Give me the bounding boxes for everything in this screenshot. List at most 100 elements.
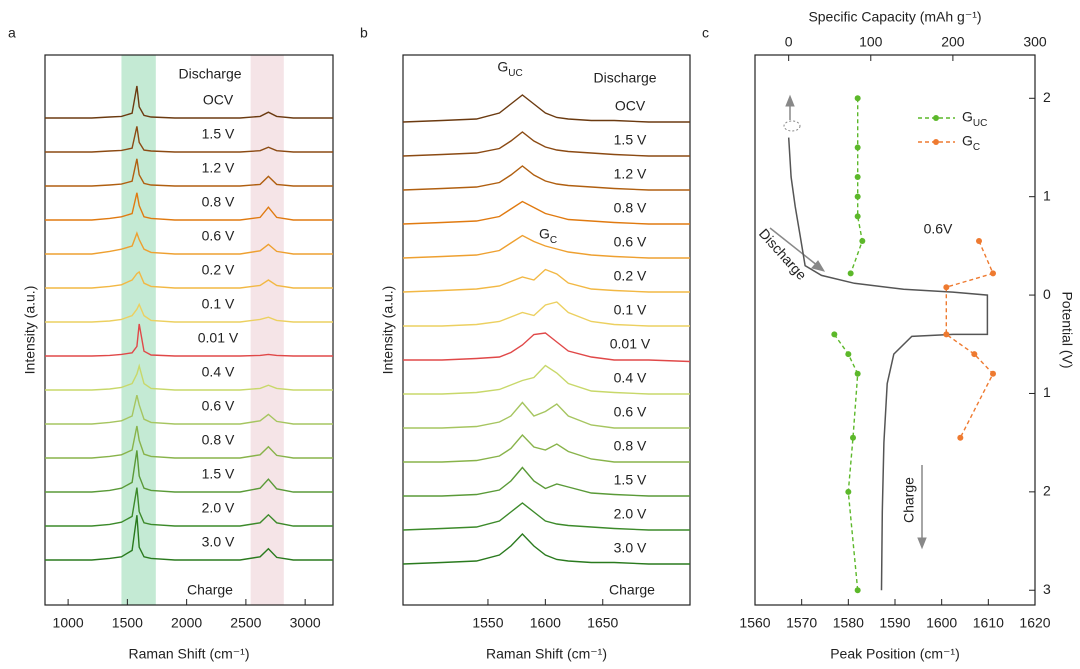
series-label: 3.0 V — [202, 534, 235, 550]
subscript: C — [550, 235, 557, 246]
spectrum — [45, 487, 333, 527]
capacity-curve — [787, 137, 989, 591]
series-label: 2.0 V — [202, 500, 235, 516]
legend-marker — [933, 115, 939, 121]
series-label: 0.1 V — [202, 296, 235, 312]
series-label: 0.4 V — [614, 370, 647, 386]
series-label: 1.2 V — [202, 160, 235, 176]
series-label: OCV — [615, 98, 646, 114]
series-label: 0.8 V — [202, 432, 235, 448]
x-tick-label: 1610 — [973, 615, 1004, 631]
spectrum — [403, 364, 690, 395]
annotation: Charge — [901, 477, 917, 523]
x2-tick-label: 0 — [785, 34, 793, 50]
arrowhead — [917, 537, 927, 550]
annotation: GUC — [497, 59, 522, 79]
series-label: 1.5 V — [202, 126, 235, 142]
series-line — [833, 98, 864, 591]
legend-label: GUC — [962, 109, 987, 129]
series-label: 0.6 V — [614, 404, 647, 420]
data-point — [859, 237, 866, 244]
spectrum — [45, 395, 333, 425]
data-point — [990, 370, 996, 377]
data-point — [971, 351, 978, 358]
spectrum — [402, 502, 690, 531]
data-point — [854, 213, 861, 220]
series-line — [945, 240, 994, 439]
data-point — [850, 434, 856, 441]
annotation: 0.6V — [924, 221, 953, 237]
data-point — [976, 237, 982, 244]
spectrum — [45, 85, 333, 119]
data-point — [854, 193, 861, 200]
annotation: Charge — [187, 582, 233, 598]
spectrum — [45, 302, 333, 323]
series-label: 0.6 V — [202, 228, 235, 244]
subscript: UC — [508, 68, 522, 79]
series-label: 0.1 V — [614, 302, 647, 318]
x-tick-label: 1590 — [879, 615, 910, 631]
annotation: Discharge — [593, 70, 656, 86]
x-tick-label: 2500 — [230, 615, 261, 631]
plot-frame — [754, 54, 1036, 606]
x2-tick-label: 300 — [1023, 34, 1047, 50]
data-point — [845, 351, 852, 358]
spectrum — [45, 450, 333, 493]
legend-marker — [933, 139, 939, 145]
x-axis-label: Peak Position (cm⁻¹) — [830, 646, 960, 662]
x2-tick-label: 200 — [941, 34, 965, 50]
data-point — [990, 270, 996, 277]
series-label: 0.01 V — [610, 336, 651, 352]
series-label: 1.5 V — [614, 132, 647, 148]
data-point — [854, 587, 861, 594]
x-tick-label: 3000 — [290, 615, 321, 631]
series-label: 0.2 V — [614, 268, 647, 284]
panel-label: a — [8, 25, 16, 41]
y-tick-label: 0 — [1043, 286, 1051, 302]
panel-label: b — [360, 25, 368, 41]
dotted-circle — [783, 120, 801, 132]
annotation: Discharge — [178, 66, 241, 82]
highlight-band — [250, 55, 284, 605]
spectrum — [45, 323, 333, 357]
series-label: 0.6 V — [202, 398, 235, 414]
series-label: 1.2 V — [614, 166, 647, 182]
x-axis-label: Raman Shift (cm⁻¹) — [129, 646, 250, 662]
data-point — [845, 488, 852, 495]
y-tick-label: 1 — [1043, 187, 1051, 203]
annotation: GC — [539, 226, 557, 246]
data-point — [957, 434, 964, 441]
spectrum — [403, 433, 690, 463]
x-axis-label: Raman Shift (cm⁻¹) — [486, 646, 607, 662]
subscript: UC — [973, 118, 987, 129]
spectrum — [45, 270, 333, 289]
spectrum — [402, 131, 690, 157]
panel-label: c — [702, 25, 709, 41]
plot-frame — [44, 54, 334, 606]
spectrum — [45, 192, 333, 221]
spectrum — [402, 268, 690, 293]
data-point — [831, 331, 838, 338]
spectrum — [45, 126, 333, 153]
y-tick-label: 2 — [1043, 483, 1051, 499]
y-axis-label: Intensity (a.u.) — [380, 286, 396, 375]
y-tick-label: 1 — [1043, 384, 1051, 400]
spectrum — [45, 231, 333, 255]
series-label: 3.0 V — [614, 540, 647, 556]
series-label: 0.8 V — [202, 194, 235, 210]
x-tick-label: 1550 — [472, 615, 503, 631]
x-tick-label: 1560 — [739, 615, 770, 631]
x-tick-label: 1600 — [926, 615, 957, 631]
y-axis-label: Potential (V) — [1059, 291, 1075, 368]
data-point — [943, 331, 950, 338]
series-label: 2.0 V — [614, 506, 647, 522]
x-tick-label: 1570 — [786, 615, 817, 631]
spectrum — [402, 165, 690, 191]
spectrum — [403, 466, 690, 497]
x-tick-label: 1600 — [530, 615, 561, 631]
series-label: 0.8 V — [614, 200, 647, 216]
y-tick-label: 2 — [1043, 89, 1051, 105]
spectrum — [403, 301, 690, 327]
x-tick-label: 1620 — [1019, 615, 1050, 631]
arrowhead — [785, 94, 795, 107]
